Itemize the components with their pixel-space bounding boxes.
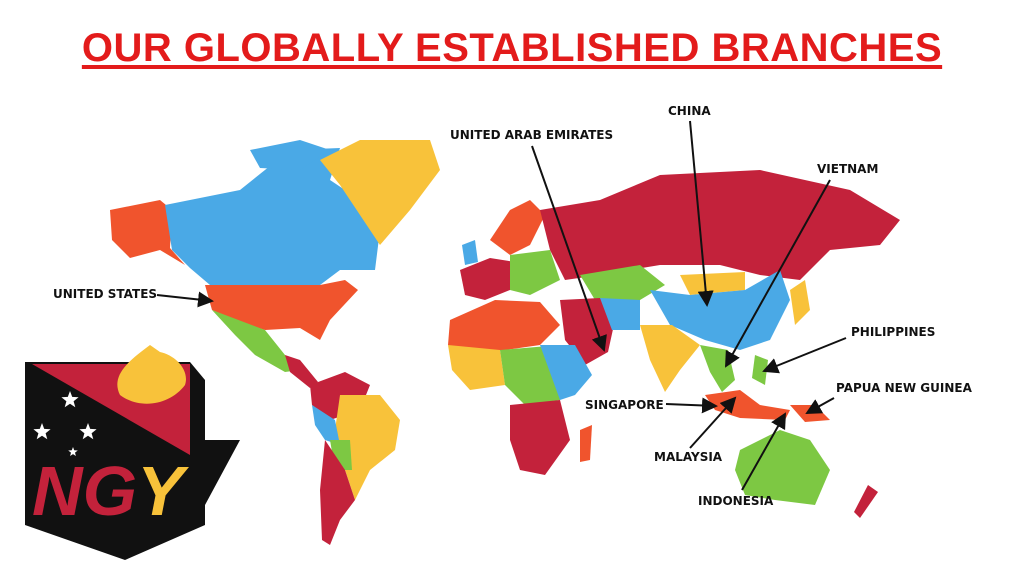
southeast-asia (700, 345, 735, 392)
japan (790, 280, 810, 325)
europe-east (510, 250, 560, 295)
label-united-states: UNITED STATES (53, 287, 158, 301)
kazakhstan (580, 265, 665, 300)
arrow-united-states (156, 291, 214, 308)
iran (600, 298, 640, 330)
label-china: CHINA (668, 104, 711, 118)
label-indonesia: INDONESIA (698, 494, 774, 508)
label-vietnam: VIETNAM (817, 162, 879, 176)
logo-lettering: NGY (32, 452, 189, 530)
africa-east (540, 345, 592, 400)
europe-west (460, 258, 515, 300)
russia (540, 170, 900, 280)
arrow-singapore (665, 397, 718, 414)
peru (312, 405, 340, 445)
india (640, 325, 700, 392)
australia (735, 430, 830, 505)
star-icon (61, 391, 79, 408)
alaska (110, 200, 185, 265)
greenland (320, 140, 440, 245)
africa-north (448, 300, 560, 355)
brazil (335, 395, 400, 500)
arrow-indonesia (741, 412, 786, 491)
africa-south (510, 400, 570, 475)
label-philippines: PHILIPPINES (851, 325, 936, 339)
label-papua-new-guinea: PAPUA NEW GUINEA (836, 381, 972, 395)
new-zealand (854, 485, 878, 518)
arrow-uae (531, 145, 607, 352)
central-america (285, 355, 318, 388)
mexico (212, 310, 300, 372)
africa-west (448, 345, 505, 390)
argentina-chile (320, 440, 355, 545)
arrow-philippines (762, 337, 847, 374)
arrow-china (689, 120, 714, 307)
label-malaysia: MALAYSIA (654, 450, 723, 464)
mongolia (680, 272, 745, 295)
arrow-malaysia (689, 396, 737, 449)
star-icon (33, 423, 51, 440)
madagascar (580, 425, 592, 462)
uk (462, 240, 478, 265)
ngy-logo: NGY (25, 345, 240, 560)
arrow-png (805, 397, 835, 414)
star-icon (68, 447, 78, 456)
united-states (205, 280, 358, 340)
bird-of-paradise-icon (117, 345, 186, 404)
canada-islands (250, 140, 330, 170)
label-singapore: SINGAPORE (585, 398, 664, 412)
star-icon (79, 423, 97, 440)
papua-new-guinea (790, 405, 830, 422)
scandinavia (490, 200, 545, 255)
arrow-vietnam (725, 179, 831, 368)
label-uae: UNITED ARAB EMIRATES (450, 128, 614, 142)
indonesia (705, 390, 790, 420)
canada (165, 148, 380, 285)
china (650, 270, 790, 350)
page-title: OUR GLOBALLY ESTABLISHED BRANCHES (81, 26, 943, 70)
